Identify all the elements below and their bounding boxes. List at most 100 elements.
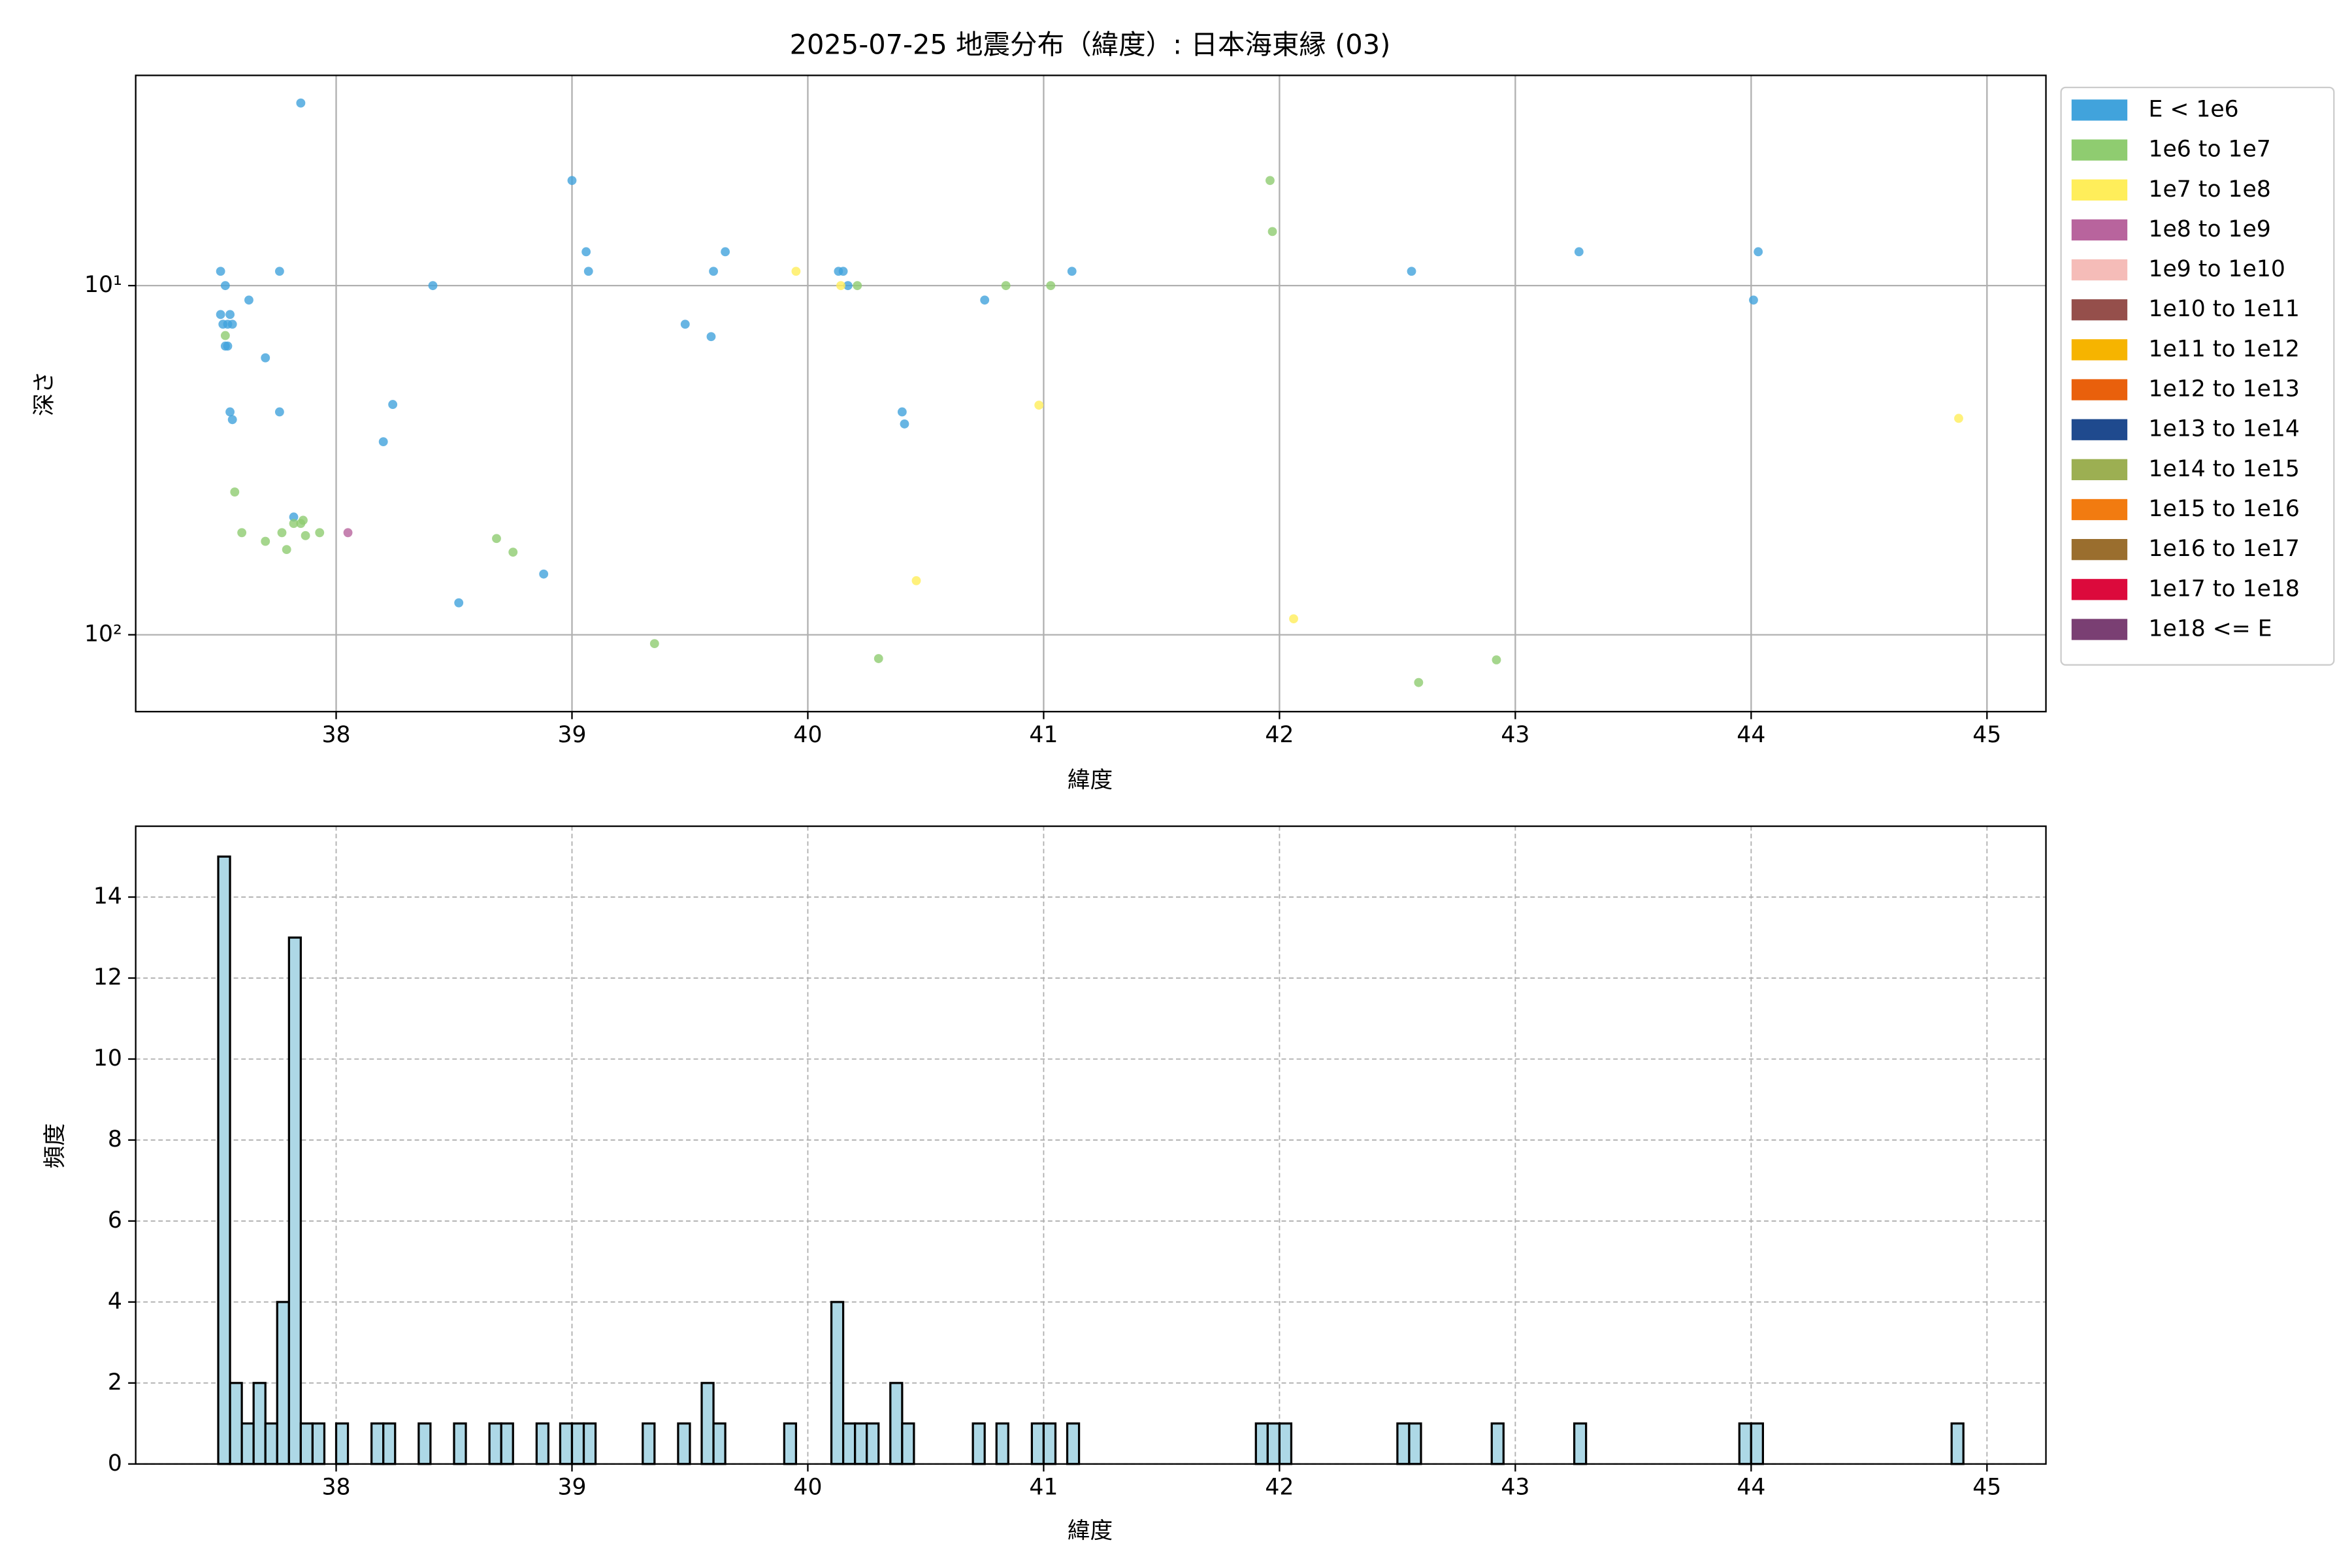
scatter-point [838,267,848,276]
scatter-point [1749,295,1758,305]
histogram-bar [995,1422,1009,1465]
histogram-bar [417,1422,432,1465]
y-tick-label: 2 [108,1369,122,1396]
scatter-point [1954,414,1963,423]
scatter-point [223,341,233,351]
scatter-point [843,281,853,291]
scatter-point [1267,227,1277,237]
y-tick-label: 10² [84,621,122,647]
chart-title: 2025-07-25 地震分布（緯度）: 日本海東縁 (03) [790,29,1391,61]
scatter-point [216,267,225,276]
scatter-point [315,528,325,538]
histogram-bar [1950,1422,1965,1465]
x-tick-label: 43 [1501,1475,1529,1501]
y-tick-label: 12 [93,964,122,990]
y-tick-label: 0 [108,1450,122,1477]
plot-frame [135,825,2047,1465]
histogram-bar [582,1422,597,1465]
legend-label: 1e11 to 1e12 [2148,336,2299,362]
y-tick-label: 6 [108,1207,122,1233]
histogram-bar [453,1422,467,1465]
x-tick-label: 38 [321,722,350,748]
histogram-bar [783,1422,798,1465]
histogram-bar [1490,1422,1505,1465]
histogram-bar [299,1422,314,1465]
x-tick-label: 40 [793,722,822,748]
scatter-point [508,547,518,557]
histogram-bar [1030,1422,1045,1465]
y-tick-label: 10 [93,1045,122,1071]
x-tick-label: 38 [321,1475,350,1501]
x-tick-label: 40 [793,1475,822,1501]
legend-swatch [2071,99,2128,121]
x-tick-label: 44 [1737,722,1765,748]
scatter-point [1754,247,1763,257]
x-tick-label: 41 [1029,722,1058,748]
scatter-point [261,353,270,363]
scatter-point [911,576,921,585]
y-tick-label: 10¹ [84,272,122,298]
histogram-bar [901,1422,915,1465]
scatter-point [897,407,907,417]
histogram-bar [830,1301,845,1465]
legend-swatch [2071,579,2128,600]
scatter-point [237,528,247,538]
scatter-point [900,419,909,429]
histogram-bar [1573,1422,1588,1465]
legend-label: 1e15 to 1e16 [2148,496,2299,522]
scatter-point [261,536,270,546]
x-tick-label: 45 [1972,1475,2001,1501]
legend-swatch [2071,619,2128,640]
legend-frame [2060,86,2335,666]
scatter-point [378,437,388,447]
legend-swatch [2071,498,2128,521]
legend-label: 1e16 to 1e17 [2148,536,2299,562]
histogram-bar [1396,1422,1411,1465]
scatter-point [836,281,845,291]
scatter-point [721,247,730,257]
histogram-bar [335,1422,350,1465]
scatter-point [454,598,464,608]
histogram-bar [570,1422,585,1465]
histogram-bar [677,1422,691,1465]
histogram-bar [488,1422,502,1465]
legend-label: E < 1e6 [2148,96,2238,122]
scatter-point [583,267,593,276]
histogram-bar [276,1301,290,1465]
scatter-point [1492,655,1501,664]
scatter-point [388,400,398,410]
legend-swatch [2071,259,2128,281]
legend-swatch [2071,419,2128,440]
scatter-point [428,281,438,291]
scatter-point [649,639,659,649]
histogram-bar [264,1422,278,1465]
scatter-point [216,310,225,319]
scatter-point [299,515,308,525]
legend-label: 1e17 to 1e18 [2148,576,2299,602]
legend-swatch [2071,219,2128,241]
scatter-point [680,319,690,329]
histogram-bar [535,1422,550,1465]
histogram-bar [559,1422,574,1465]
scatter-point [274,267,284,276]
histogram-bar [854,1422,868,1465]
legend-label: 1e7 to 1e8 [2148,176,2270,203]
histogram-bar [240,1422,255,1465]
x-tick-label: 42 [1265,1475,1294,1501]
scatter-point [301,531,310,540]
histogram-bar [866,1422,880,1465]
histogram-bar [382,1422,397,1465]
scatter-point [1414,678,1424,687]
x-tick-label: 43 [1501,722,1529,748]
x-tick-label: 39 [557,722,586,748]
y-tick-label: 14 [93,883,122,909]
scatter-point [581,247,591,257]
x-tick-label: 41 [1029,1475,1058,1501]
legend-swatch [2071,179,2128,201]
histogram-bar [972,1422,986,1465]
histogram-bar [1266,1422,1281,1465]
scatter-point [220,331,230,340]
scatter-point [1407,267,1416,276]
